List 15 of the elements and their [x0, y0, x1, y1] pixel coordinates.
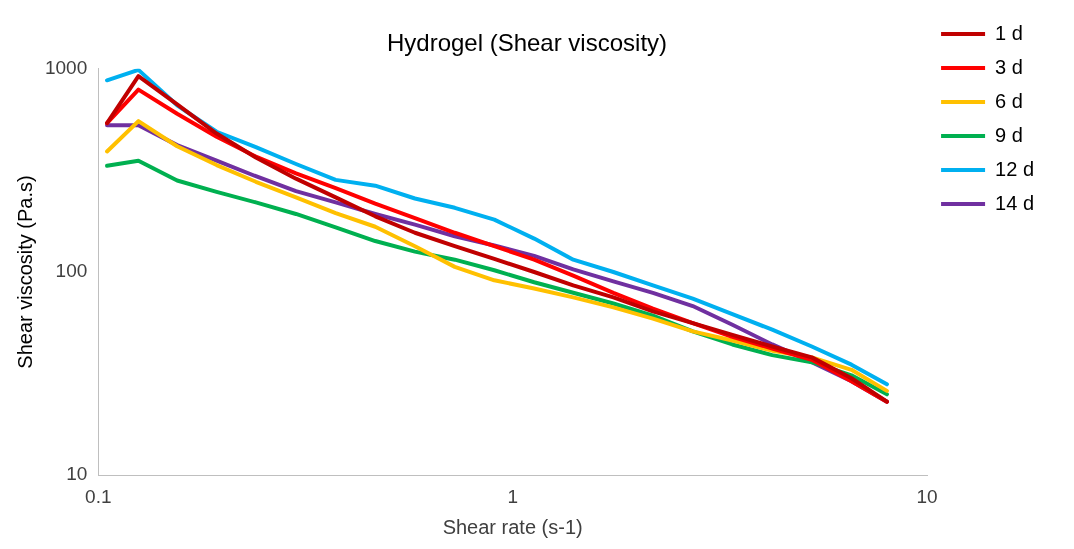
legend-label: 14 d [995, 191, 1035, 214]
y-tick-label: 10 [66, 463, 88, 485]
x-tick-label: 0.1 [85, 485, 112, 507]
legend-label: 3 d [995, 55, 1023, 78]
chart-title: Hydrogel (Shear viscosity) [386, 29, 668, 57]
legend-label: 9 d [995, 123, 1023, 146]
x-tick-label: 1 [507, 485, 518, 507]
legend-label: 12 d [995, 157, 1035, 180]
x-tick-label: 10 [916, 485, 938, 507]
y-axis-title: Shear viscosity (Pa.s) [13, 175, 36, 369]
legend-label: 6 d [995, 89, 1023, 112]
legend-label: 1 d [995, 21, 1023, 44]
x-axis-title: Shear rate (s-1) [442, 515, 583, 538]
y-tick-label: 100 [55, 260, 88, 282]
y-tick-label: 1000 [44, 57, 88, 79]
